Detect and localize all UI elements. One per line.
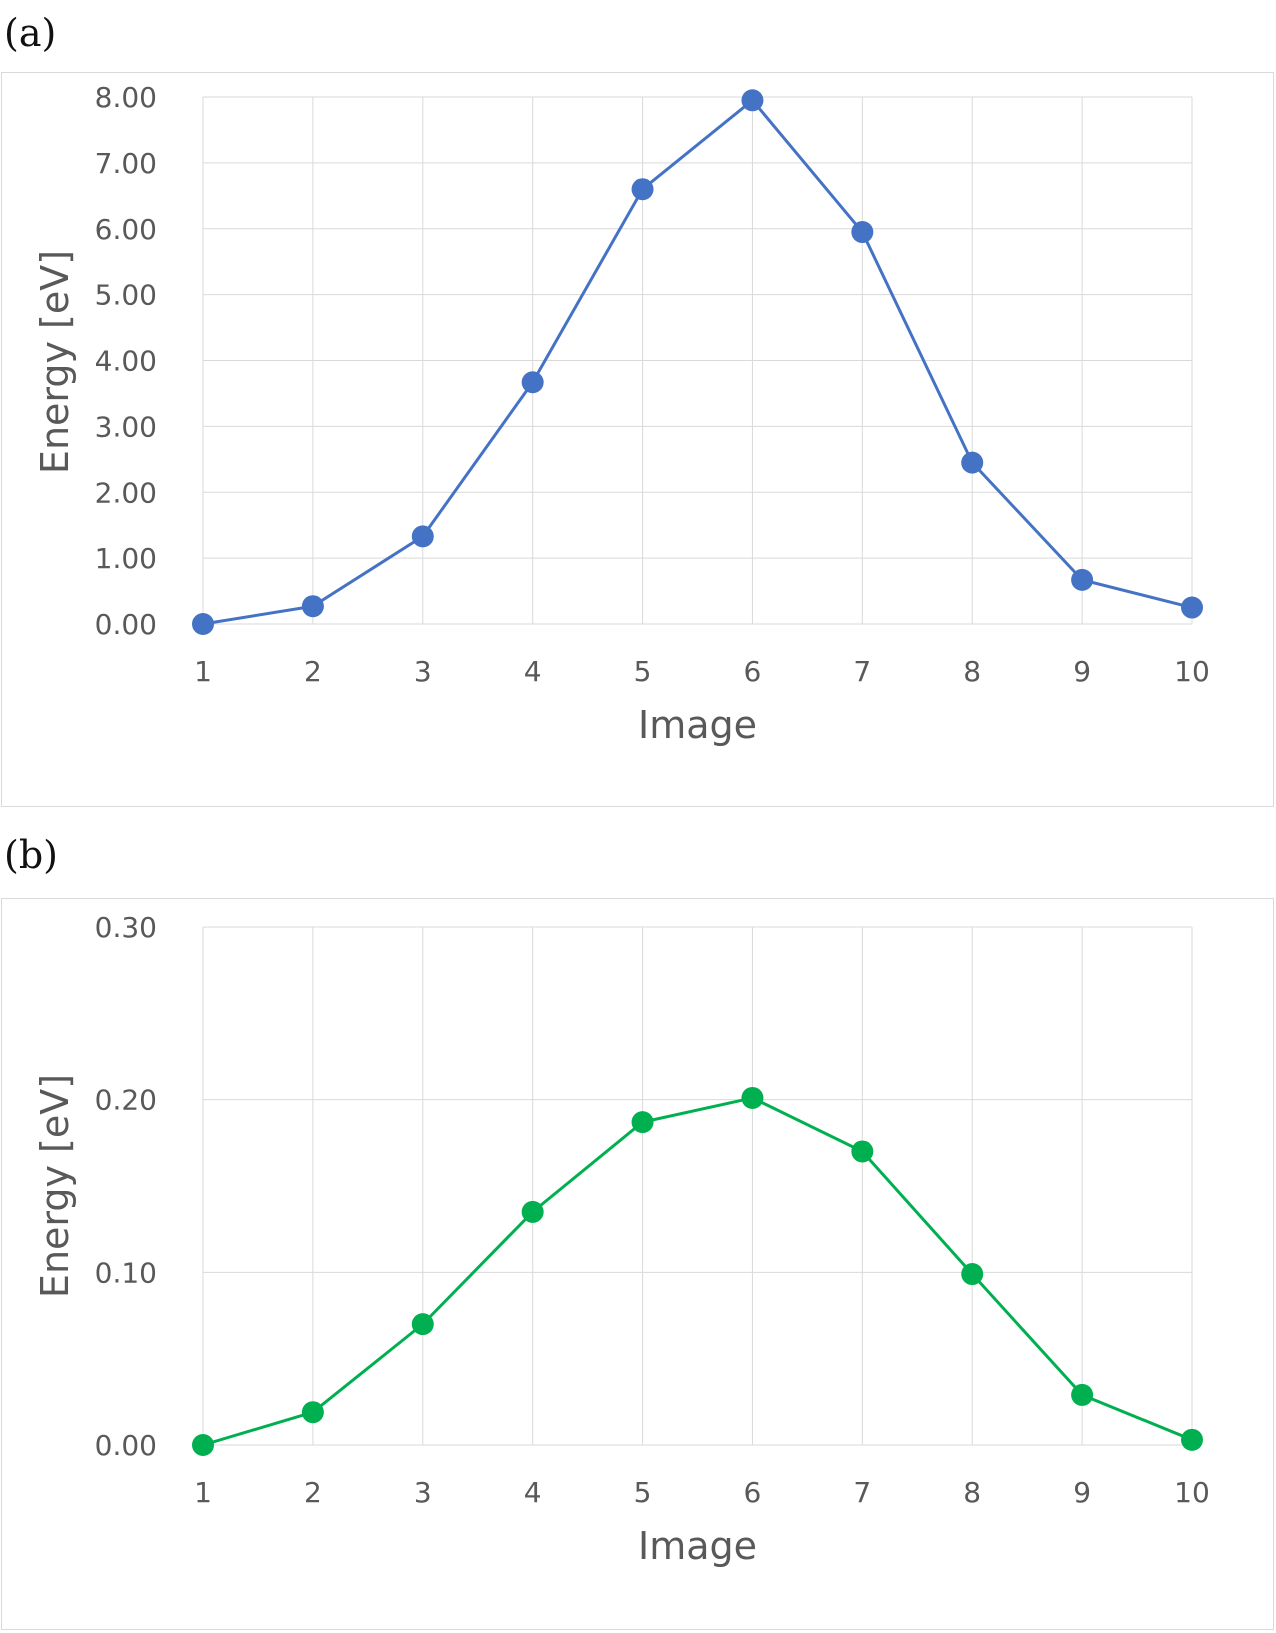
- chart-b-x-tick-label: 5: [634, 1476, 652, 1509]
- chart-a-data-point: [961, 451, 984, 474]
- chart-b-x-tick-label: 6: [744, 1476, 762, 1509]
- chart-b-data-point: [1071, 1383, 1094, 1406]
- chart-a-x-axis-title: Image: [638, 703, 757, 747]
- chart-a-series-line: [202, 98, 1193, 626]
- chart-b-data-point: [411, 1313, 434, 1336]
- chart-b-x-tick-label: 10: [1174, 1476, 1210, 1509]
- panel-label-a: (a): [4, 11, 57, 55]
- chart-b-x-axis-title: Image: [638, 1524, 757, 1568]
- chart-a-x-tick-label: 2: [304, 655, 322, 688]
- chart-b-x-tick-label: 4: [524, 1476, 542, 1509]
- chart-a-data-point: [411, 525, 434, 548]
- chart-a-data-point: [1071, 568, 1094, 591]
- chart-a-y-tick-label: 6.00: [95, 213, 157, 246]
- chart-a-x-tick-label: 7: [853, 655, 871, 688]
- chart-b-y-tick-label: 0.10: [95, 1256, 157, 1289]
- chart-b-data-point: [1181, 1428, 1203, 1451]
- chart-b-x-tick-label: 3: [414, 1476, 432, 1509]
- chart-b-data-point: [301, 1401, 324, 1424]
- chart-a-y-tick-label: 5.00: [95, 279, 157, 312]
- chart-a-y-tick-label: 1.00: [95, 542, 157, 575]
- chart-a-y-tick-label: 2.00: [95, 476, 157, 509]
- chart-b-series-line: [202, 1096, 1193, 1447]
- chart-a-x-tick-label: 10: [1174, 655, 1210, 688]
- chart-a-data-point: [301, 595, 324, 618]
- chart-b-data-point: [631, 1111, 654, 1134]
- chart-b-data-point: [521, 1200, 544, 1223]
- chart-b-data-point: [741, 1086, 764, 1109]
- chart-b-frame: 0.00 0.10 0.20 0.30 1 2 3 4 5 6 7 8 9 10 Image Energy […: [1, 898, 1274, 1630]
- chart-a-x-tick-label: 9: [1073, 655, 1091, 688]
- chart-a-y-axis-title: Energy [eV]: [33, 250, 77, 474]
- chart-b-x-tick-label: 1: [194, 1476, 212, 1509]
- chart-a-data-point: [192, 613, 214, 635]
- chart-a-data-point: [741, 89, 764, 112]
- chart-a-y-tick-label: 8.00: [95, 81, 157, 114]
- chart-a-data-point: [631, 178, 654, 201]
- chart-a-data-point: [521, 371, 544, 394]
- chart-a-y-tick-label: 7.00: [95, 147, 157, 180]
- chart-b-y-axis-title: Energy [eV]: [33, 1074, 77, 1298]
- panel-label-b: (b): [4, 833, 58, 877]
- chart-a-y-tick-label: 4.00: [95, 345, 157, 378]
- chart-a-x-tick-label: 5: [634, 655, 652, 688]
- chart-a-y-tick-label: 3.00: [95, 410, 157, 443]
- chart-b-data-point: [192, 1434, 214, 1456]
- chart-a-x-tick-label: 4: [524, 655, 542, 688]
- chart-b-y-tick-label: 0.00: [95, 1429, 157, 1462]
- chart-a-x-tick-label: 1: [194, 655, 212, 688]
- chart-a-data-point: [1181, 596, 1203, 619]
- chart-b-x-tick-label: 9: [1073, 1476, 1091, 1509]
- chart-a: 0.00 1.00 2.00 3.00 4.00 5.00 6.00 7.00 8.00 1 2 3 4…: [33, 81, 1210, 747]
- chart-a-frame: 0.00 1.00 2.00 3.00 4.00 5.00 6.00 7.00 8.00 1 2 3 4…: [1, 72, 1274, 807]
- chart-b-x-tick-label: 2: [304, 1476, 322, 1509]
- chart-b-y-tick-label: 0.30: [95, 911, 157, 944]
- chart-b-x-tick-label: 8: [963, 1476, 981, 1509]
- chart-a-data-point: [851, 221, 874, 244]
- chart-a-x-tick-label: 3: [414, 655, 432, 688]
- chart-b-x-tick-label: 7: [853, 1476, 871, 1509]
- chart-a-x-tick-label: 8: [963, 655, 981, 688]
- chart-a-y-tick-label: 0.00: [95, 608, 157, 641]
- chart-b: 0.00 0.10 0.20 0.30 1 2 3 4 5 6 7 8 9 10 Image Energy […: [33, 911, 1210, 1568]
- chart-b-data-point: [961, 1263, 984, 1286]
- chart-b-data-point: [851, 1140, 874, 1163]
- chart-b-y-tick-label: 0.20: [95, 1084, 157, 1117]
- chart-a-x-tick-label: 6: [744, 655, 762, 688]
